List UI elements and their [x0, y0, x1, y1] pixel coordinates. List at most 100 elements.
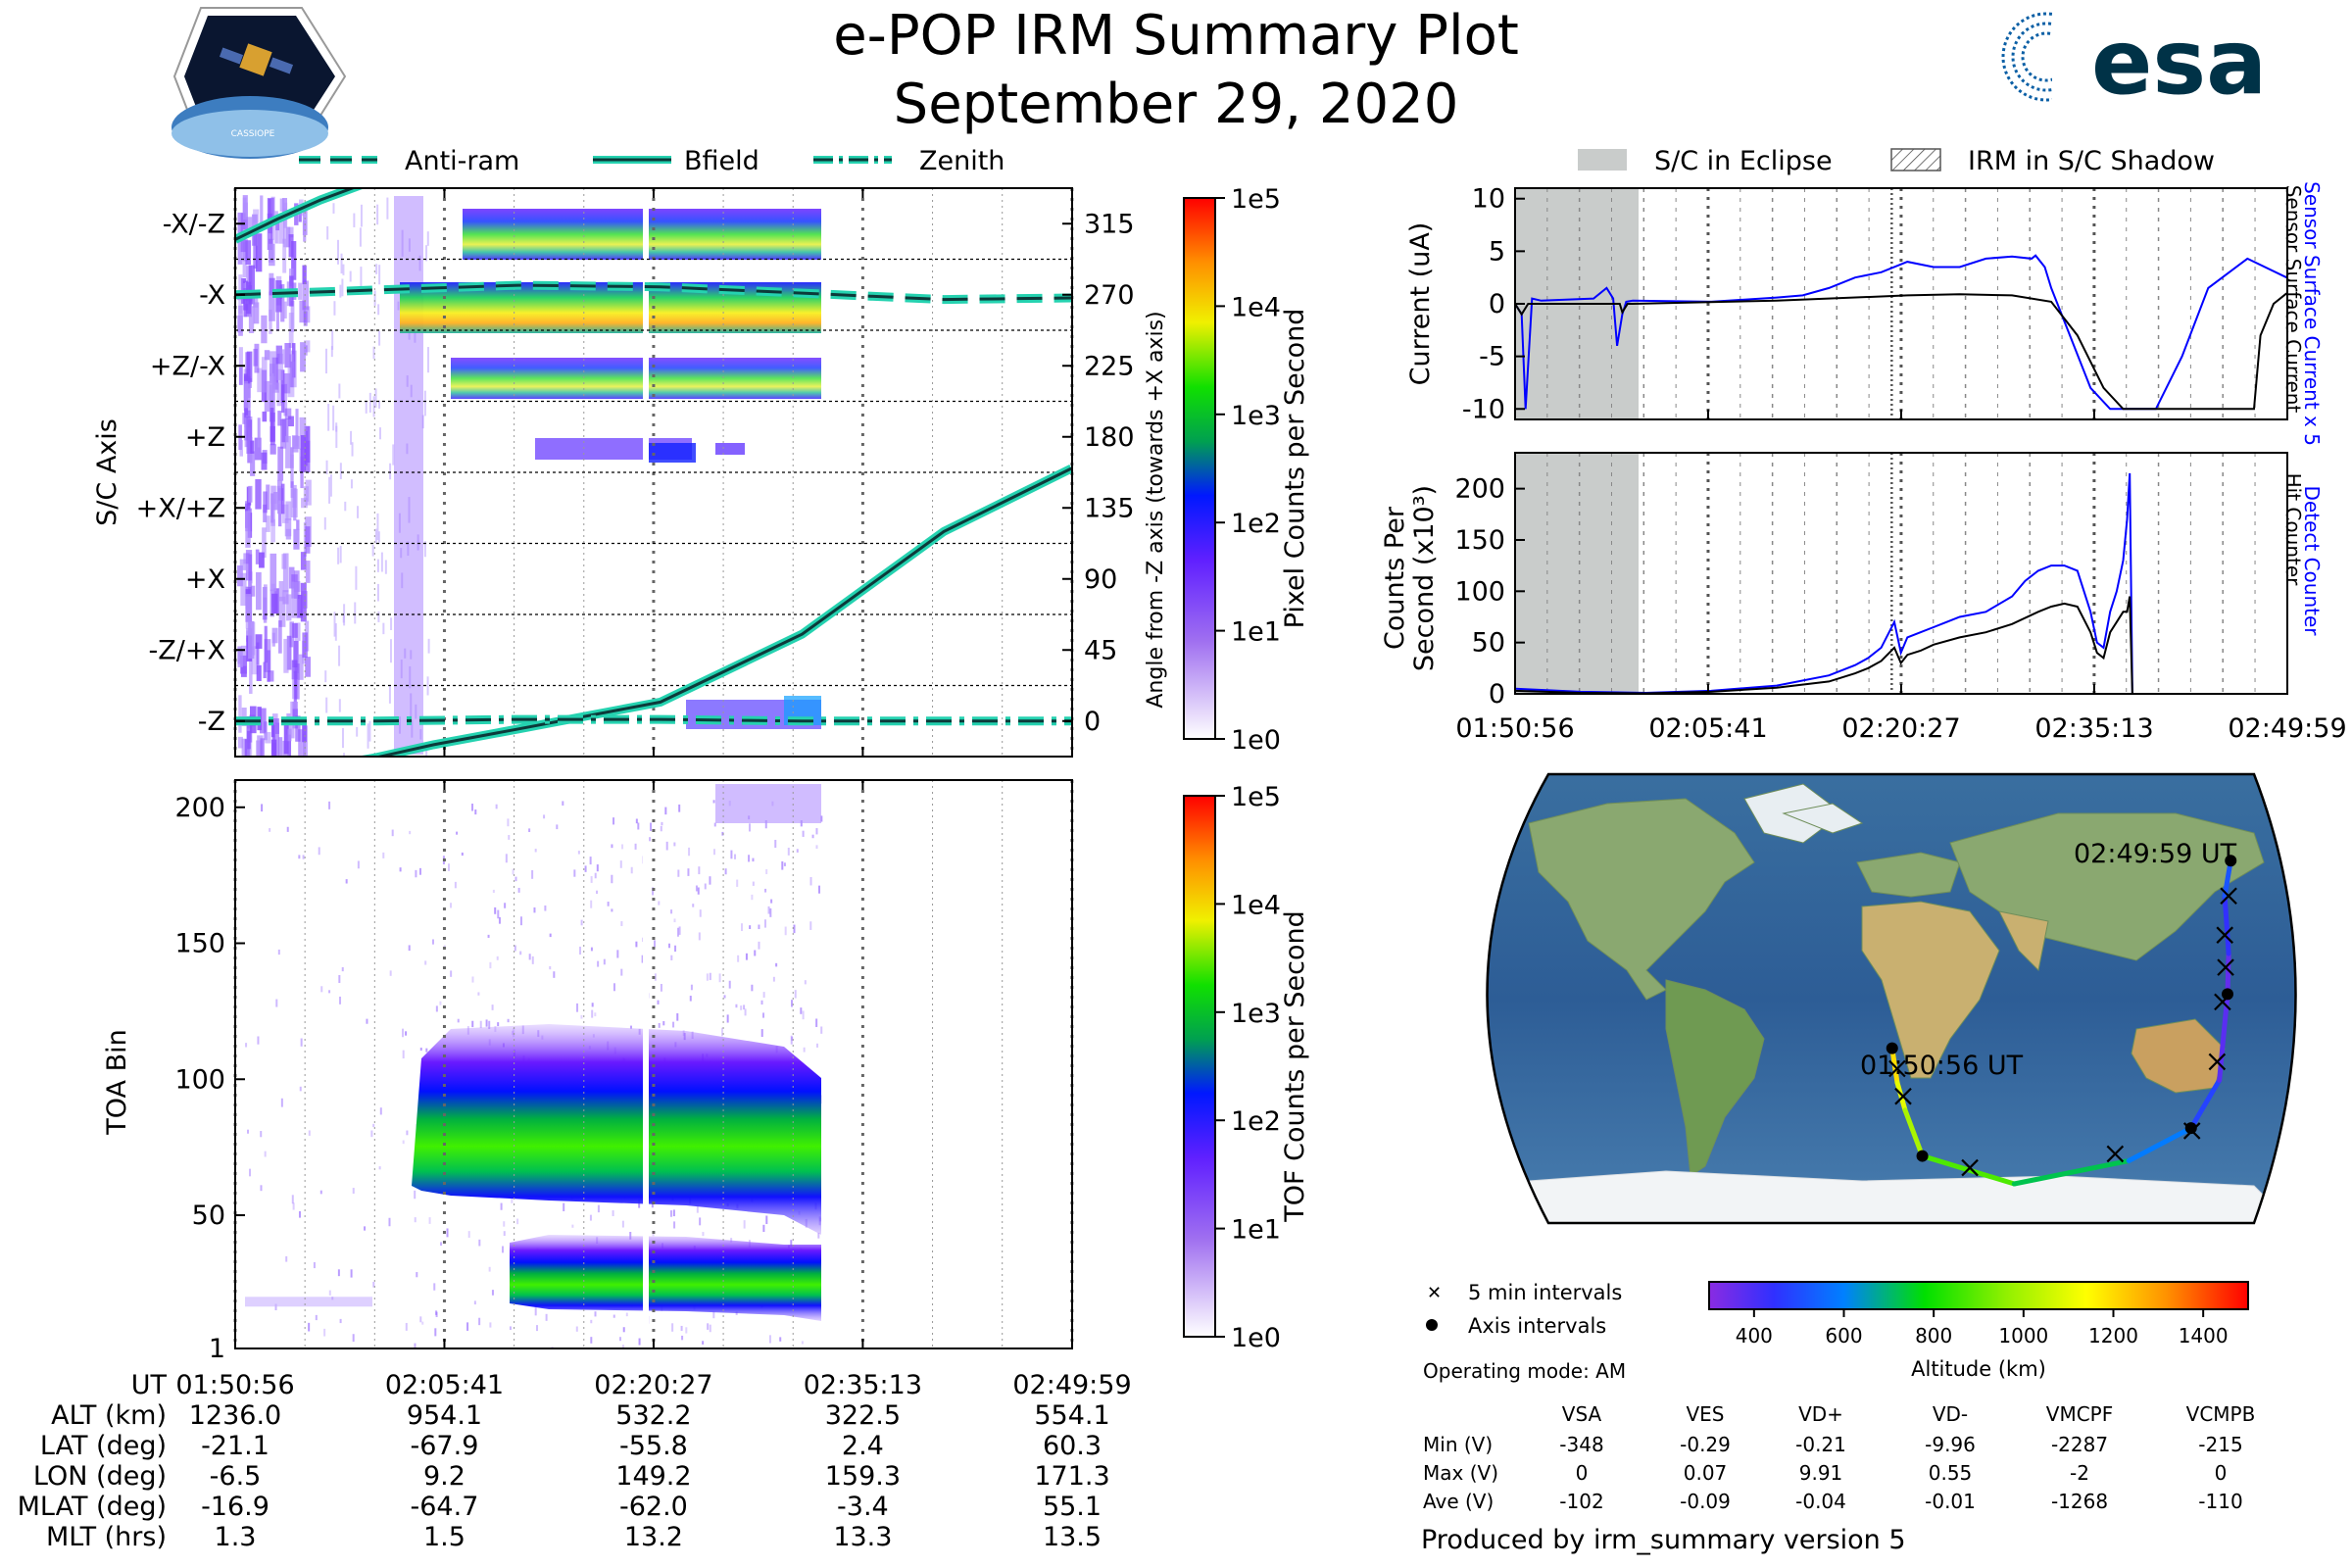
tof-noise-cell — [736, 879, 739, 887]
altitude-tick-label: 1400 — [2179, 1324, 2229, 1348]
axis-noise-cell — [267, 650, 270, 682]
axis-row-label: -Z — [198, 707, 225, 737]
axis-noise-cell — [390, 617, 393, 630]
tof-noise-cell — [457, 1018, 460, 1023]
axis-noise-cell — [298, 729, 303, 757]
axis-noise-cell — [338, 699, 341, 712]
axis-noise-cell — [239, 559, 247, 570]
axis-noise-cell — [304, 345, 308, 356]
axis-noise-cell — [270, 412, 275, 446]
axis-noise-cell — [286, 594, 292, 621]
axis-noise-cell — [260, 738, 265, 757]
current-right-label-blue: Sensor Surface Current x 5 — [2300, 181, 2324, 446]
axis-noise-cell — [288, 226, 294, 238]
axis-noise-cell — [247, 730, 251, 750]
tof-noise-cell — [508, 835, 511, 840]
axis-noise-cell — [293, 528, 300, 550]
tof-noise-cell — [514, 876, 517, 882]
axis-noise-cell — [341, 278, 344, 297]
tof-noise-cell — [440, 1242, 443, 1247]
counts-ylabel: Counts PerSecond (x10³) — [1380, 485, 1440, 671]
tof-noise-cell — [544, 905, 547, 911]
tof-noise-cell — [611, 874, 613, 884]
axis-noise-cell — [305, 561, 311, 583]
tof-noise-cell — [399, 867, 402, 872]
tof-noise-cell — [507, 1018, 510, 1023]
ephemeris-row-label: LON (deg) — [33, 1461, 167, 1492]
ephemeris-cell: 60.3 — [1043, 1431, 1102, 1461]
axis-noise-cell — [302, 632, 308, 659]
axis-noise-cell — [414, 326, 416, 343]
tof-noise-cell — [621, 844, 624, 850]
altitude-tick-label: 800 — [1915, 1324, 1952, 1348]
tof-noise-cell — [261, 804, 264, 812]
axis-noise-cell — [372, 396, 375, 417]
tof-noise-cell — [553, 971, 556, 978]
axis-noise-cell — [248, 306, 255, 333]
tof-noise-cell — [489, 1322, 492, 1328]
axis-noise-cell — [355, 565, 358, 590]
axis-noise-cell — [277, 411, 282, 426]
tof-noise-cell — [612, 983, 615, 992]
tof-noise-cell — [591, 1003, 594, 1007]
right-tick-label: 45 — [1084, 635, 1117, 665]
axis-noise-cell — [269, 309, 272, 334]
axis-noise-cell — [261, 315, 268, 344]
axis-noise-cell — [330, 346, 333, 358]
tof-noise-cell — [292, 1202, 295, 1210]
altitude-tick-label: 400 — [1736, 1324, 1773, 1348]
voltage-table: Operating mode: AM VSA VES VD+ VD- VMCPF VCMP… — [1423, 1359, 2255, 1513]
pixel-colorbar: 1e5 1e4 1e3 1e2 1e1 1e0 Pixel Counts per Seco… — [1183, 184, 1310, 756]
axis-noise-cell — [301, 498, 308, 509]
voltage-cell: -9.96 — [1925, 1433, 1976, 1456]
tof-noise-cell — [590, 876, 593, 883]
axis-noise-cell — [255, 549, 260, 564]
axis-interval-marker — [2221, 988, 2233, 1001]
colorbar-tick-label: 1e3 — [1231, 999, 1281, 1029]
tof-noise-cell — [382, 852, 385, 858]
axis-noise-cell — [256, 642, 260, 665]
tof-noise-cell — [698, 932, 701, 941]
tof-noise-cell — [718, 973, 721, 983]
tof-noise-cell — [630, 866, 633, 874]
tof-noise-cell — [517, 887, 520, 893]
axis-noise-cell — [425, 749, 428, 757]
axis-noise-cell — [270, 553, 277, 592]
tof-noise-cell — [388, 1217, 391, 1227]
axis-noise-cell — [251, 646, 259, 675]
ephemeris-cell: 159.3 — [825, 1461, 901, 1492]
ephemeris-row-label: ALT (km) — [51, 1400, 167, 1431]
axis-noise-cell — [378, 265, 381, 285]
tof-noise-cell — [378, 1166, 381, 1170]
tof-noise-cell — [418, 867, 421, 875]
tof-noise-cell — [533, 906, 536, 913]
legend-dot-marker — [1426, 1319, 1438, 1331]
tof-noise-cell — [661, 821, 663, 826]
tof-noise-cell — [433, 1283, 436, 1291]
tof-noise-cell — [597, 1204, 600, 1213]
axis-noise-cell — [283, 383, 288, 416]
orbit-track-segment — [2188, 1077, 2223, 1131]
tof-noise-cell — [419, 1316, 422, 1323]
tof-noise-cell — [638, 1338, 641, 1346]
axis-noise-cell — [254, 437, 262, 461]
tof-noise-cell — [651, 1201, 654, 1208]
tof-noise-cell — [416, 1272, 418, 1278]
tof-noise-cell — [579, 946, 582, 956]
axis-noise-cell — [245, 240, 252, 266]
tof-noise-cell — [512, 868, 514, 875]
axis-interval-marker — [1916, 1150, 1929, 1162]
map-legend: ✕ 5 min intervals Axis intervals — [1426, 1281, 1622, 1338]
tof-colorbar: 1e5 1e4 1e3 1e2 1e1 1e0 TOF Counts per Second — [1183, 782, 1310, 1353]
axis-noise-cell — [288, 416, 294, 427]
axis-noise-cell — [278, 596, 286, 627]
voltage-cell: 9.91 — [1799, 1461, 1843, 1485]
axis-noise-cell — [408, 497, 411, 523]
tof-noise-cell — [740, 923, 743, 932]
tof-noise-cell — [618, 1337, 621, 1342]
axis-noise-cell — [350, 430, 353, 445]
axis-noise-cell — [292, 622, 298, 638]
tof-noise-cell — [357, 860, 360, 869]
tof-spectrogram-panel: 200 150 100 50 1 TOA Bin — [102, 779, 1074, 1364]
tof-noise-cell — [302, 855, 305, 859]
